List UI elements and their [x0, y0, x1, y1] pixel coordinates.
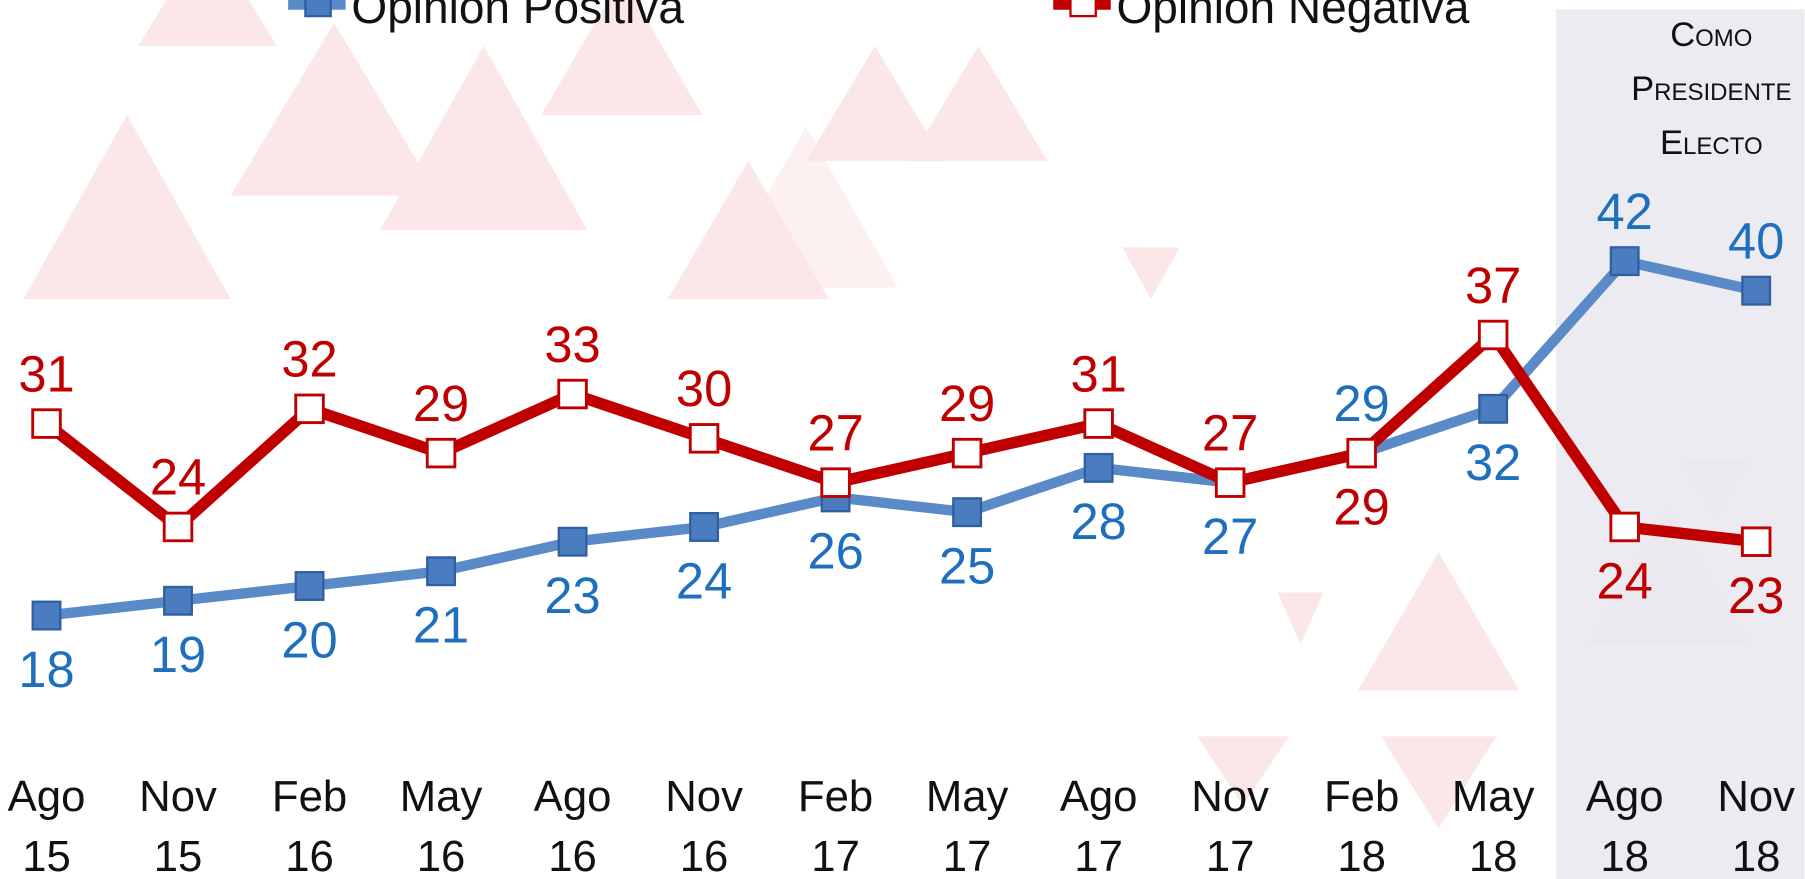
- marker: [294, 393, 325, 425]
- marker: [1609, 511, 1640, 543]
- data-label: 29: [1333, 478, 1389, 535]
- x-tick-label: May 18: [1452, 772, 1535, 879]
- marker: [952, 497, 983, 528]
- marker: [557, 378, 588, 410]
- marker: [31, 600, 62, 631]
- x-tick-label: Ago 16: [534, 772, 612, 879]
- x-tick-label: Ago 17: [1060, 772, 1138, 879]
- data-label: 40: [1728, 212, 1784, 269]
- marker: [294, 571, 325, 601]
- marker: [689, 511, 720, 542]
- marker: [1741, 275, 1772, 306]
- data-label: 37: [1465, 257, 1521, 314]
- x-tick-label: Feb 17: [798, 772, 873, 879]
- marker: [162, 511, 194, 543]
- data-label: 23: [544, 567, 600, 624]
- marker: [163, 585, 193, 616]
- data-label: 33: [544, 316, 600, 373]
- legend: Opinión Positiva Opinión Negativa: [288, 0, 1470, 33]
- marker: [1478, 393, 1509, 424]
- data-label: 23: [1728, 567, 1784, 624]
- data-label: 26: [807, 523, 863, 580]
- data-label: 28: [1070, 493, 1126, 550]
- marker: [1740, 526, 1772, 557]
- series-line: [45, 255, 1758, 621]
- marker: [1083, 408, 1114, 439]
- highlight-region: [1555, 9, 1805, 879]
- data-label: 25: [939, 538, 995, 595]
- x-tick-label: Feb 16: [272, 772, 347, 879]
- x-tick-label: Nov 15: [139, 772, 217, 879]
- data-label: 32: [281, 331, 337, 388]
- data-label: 42: [1597, 183, 1653, 240]
- data-label: 19: [150, 626, 206, 683]
- background-pattern: [23, 0, 1750, 829]
- x-tick-label: Ago 18: [1586, 772, 1664, 879]
- x-tick-label: Feb 18: [1324, 772, 1399, 879]
- marker: [31, 408, 62, 439]
- x-tick-label: Nov 17: [1191, 772, 1269, 879]
- x-tick-label: Nov 18: [1717, 772, 1795, 879]
- legend-label: Opinión Positiva: [351, 0, 684, 33]
- series-line: [42, 329, 1757, 548]
- data-label: 31: [1070, 345, 1126, 402]
- marker: [688, 423, 720, 454]
- data-label: 30: [676, 360, 732, 417]
- marker: [951, 437, 983, 469]
- marker: [426, 556, 457, 587]
- data-label: 24: [150, 449, 206, 506]
- annotation: Como Presidente Electo: [1631, 16, 1791, 162]
- data-label: 32: [1465, 434, 1521, 491]
- data-label: 31: [18, 345, 74, 402]
- data-label: 24: [1597, 552, 1653, 609]
- data-label: 29: [1333, 375, 1389, 432]
- x-tick-label: Nov 16: [665, 772, 743, 879]
- data-label: 27: [1202, 404, 1258, 461]
- data-label: 29: [939, 375, 995, 432]
- marker: [1346, 437, 1377, 469]
- data-label: 20: [281, 611, 337, 668]
- data-label: 29: [413, 375, 469, 432]
- marker: [1477, 319, 1509, 351]
- marker: [557, 526, 588, 557]
- legend-marker: [304, 0, 332, 18]
- data-label: 27: [1202, 508, 1258, 565]
- marker: [425, 437, 457, 469]
- legend-marker: [1069, 0, 1097, 18]
- data-label: 27: [807, 404, 863, 461]
- marker: [1609, 246, 1640, 277]
- legend-label: Opinión Negativa: [1116, 0, 1469, 33]
- x-tick-label: May 16: [400, 772, 483, 879]
- data-label: 21: [413, 597, 469, 654]
- x-tick-label: Ago 15: [8, 772, 86, 879]
- data-label: 18: [18, 641, 74, 698]
- marker: [820, 467, 851, 498]
- data-label: 24: [676, 552, 732, 609]
- x-tick-label: May 17: [926, 772, 1009, 879]
- marker: [1083, 452, 1114, 483]
- marker: [1214, 467, 1246, 498]
